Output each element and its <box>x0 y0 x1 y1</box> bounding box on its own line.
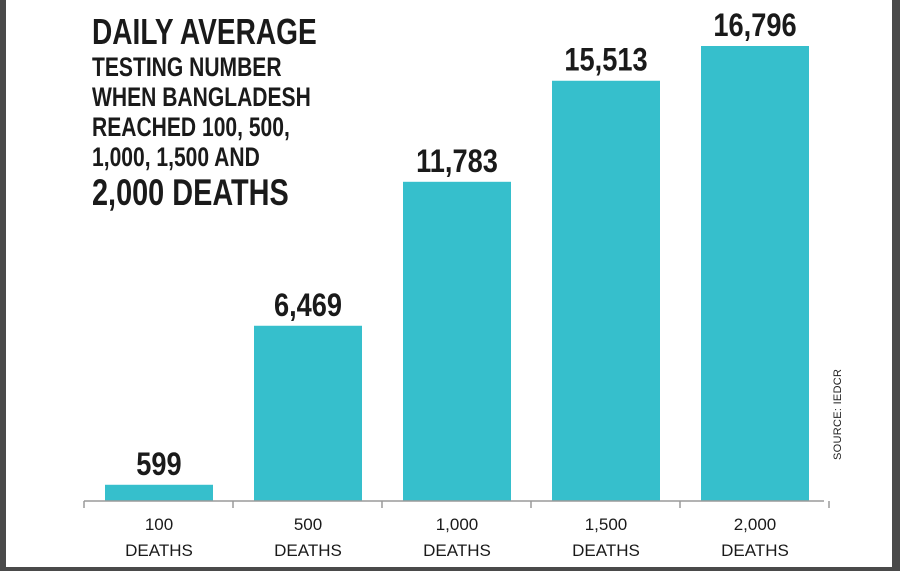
x-tick-label: 100 <box>145 515 173 534</box>
x-tick-label-unit: DEATHS <box>721 541 789 560</box>
title-line-1: DAILY AVERAGE <box>92 11 317 52</box>
value-label: 15,513 <box>564 43 647 79</box>
x-tick-label: 2,000 <box>734 515 777 534</box>
bar <box>701 46 809 501</box>
bar <box>254 325 362 501</box>
title-line-5: 1,000, 1,500 AND <box>92 142 260 172</box>
x-tick-label-unit: DEATHS <box>572 541 640 560</box>
title-line-2: TESTING NUMBER <box>92 52 282 82</box>
bar-chart: 599 100 DEATHS 6,469 500 DEATHS 11,783 1,000 DEA… <box>83 8 830 560</box>
chart-title: DAILY AVERAGE TESTING NUMBER WHEN BANGLA… <box>92 11 317 213</box>
bar <box>552 80 660 501</box>
title-line-6: 2,000 DEATHS <box>92 172 289 213</box>
value-label: 599 <box>136 447 181 483</box>
x-tick-label: 1,000 <box>436 515 479 534</box>
value-label: 11,783 <box>416 144 498 180</box>
x-tick-label: 1,500 <box>585 515 628 534</box>
x-tick-label-unit: DEATHS <box>423 541 491 560</box>
value-label: 16,796 <box>713 8 796 44</box>
bar <box>403 181 511 501</box>
x-tick-label-unit: DEATHS <box>274 541 342 560</box>
bar <box>105 484 213 501</box>
source-note: SOURCE: IEDCR <box>832 368 844 460</box>
title-line-4: REACHED 100, 500, <box>92 112 290 142</box>
x-tick-label: 500 <box>294 515 322 534</box>
title-line-3: WHEN BANGLADESH <box>92 82 311 112</box>
x-tick-label-unit: DEATHS <box>125 541 193 560</box>
value-label: 6,469 <box>274 288 342 324</box>
